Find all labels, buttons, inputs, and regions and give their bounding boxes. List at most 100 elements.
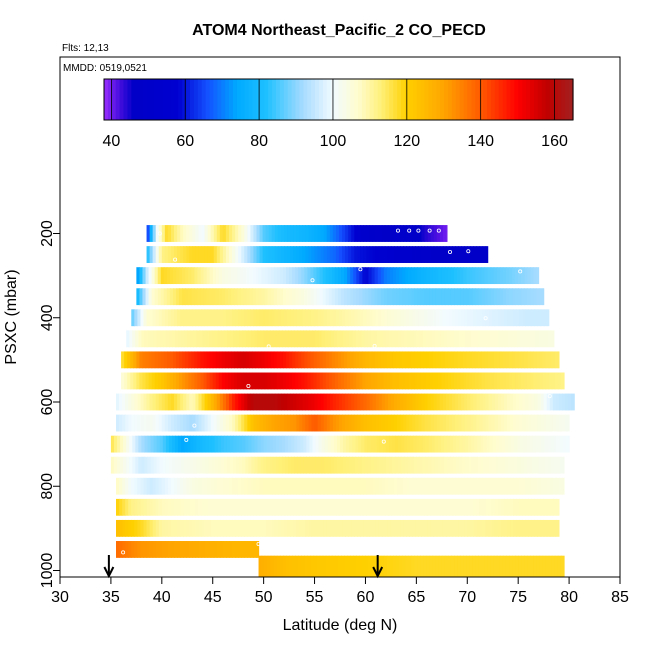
heat-cell	[207, 246, 212, 263]
heat-cell	[161, 519, 166, 537]
heat-cell	[487, 267, 492, 285]
colorbar-cell	[479, 79, 484, 120]
heat-cell	[276, 372, 281, 390]
heat-cell	[471, 330, 475, 348]
heat-cell	[319, 351, 324, 369]
colorbar-cell	[490, 79, 496, 120]
heat-cell	[513, 309, 517, 327]
heat-cell	[516, 414, 520, 432]
heat-cell	[442, 225, 447, 242]
heat-cell	[536, 372, 541, 390]
heat-cell	[298, 267, 302, 285]
heat-cell	[314, 393, 319, 411]
heat-cell	[144, 330, 149, 348]
heat-cell	[143, 393, 148, 411]
heat-cell	[478, 267, 483, 285]
heat-cell	[299, 498, 303, 516]
heat-cell	[424, 477, 429, 495]
heat-cell	[155, 414, 160, 432]
heat-cell	[470, 498, 474, 516]
heat-cell	[222, 498, 227, 516]
heat-cell	[307, 267, 312, 285]
heat-cell	[350, 351, 354, 369]
heat-cell	[219, 246, 224, 263]
heat-cell	[397, 393, 401, 411]
colorbar-cell	[154, 79, 160, 120]
heat-cell	[522, 498, 526, 516]
heat-cell	[522, 393, 526, 411]
heat-cell	[368, 288, 373, 306]
heat-cell	[403, 477, 407, 495]
heat-cell	[499, 267, 504, 285]
heat-cell	[467, 519, 471, 537]
heat-cell	[310, 555, 315, 577]
heat-cell	[125, 519, 129, 537]
heat-cell	[244, 414, 248, 432]
heat-cell	[270, 267, 275, 285]
heat-cell	[511, 330, 515, 348]
heat-cell	[461, 393, 465, 411]
heat-cell	[475, 351, 480, 369]
heat-cell	[244, 246, 248, 263]
heat-cell	[151, 288, 156, 306]
heat-cell	[353, 267, 357, 285]
heat-cell	[180, 519, 184, 537]
heat-cell	[515, 288, 519, 306]
heat-cell	[435, 555, 440, 577]
heat-cell	[540, 519, 545, 537]
heat-cell	[502, 372, 507, 390]
heat-cell	[387, 477, 392, 495]
heat-cell	[421, 519, 426, 537]
heat-cell	[302, 519, 306, 537]
heat-cell	[187, 435, 191, 453]
heat-cell	[329, 414, 334, 432]
heat-cell	[390, 309, 395, 327]
heat-cell	[201, 414, 206, 432]
heat-cell	[225, 519, 230, 537]
heat-cell	[201, 246, 206, 263]
heat-cell	[442, 414, 447, 432]
heat-cell	[256, 393, 261, 411]
heat-cell	[324, 456, 329, 474]
heat-cell	[458, 309, 462, 327]
heat-cell	[207, 477, 212, 495]
heat-cell	[438, 372, 443, 390]
heat-cell	[406, 309, 410, 327]
heat-cell	[406, 498, 410, 516]
heat-cell	[386, 288, 391, 306]
heat-cell	[261, 267, 266, 285]
colorbar-cell	[447, 79, 453, 120]
heat-cell	[193, 330, 198, 348]
heat-cell	[259, 393, 264, 411]
heat-cell	[449, 435, 454, 453]
heat-cell	[543, 498, 548, 516]
heat-cell	[492, 330, 497, 348]
heat-cell	[180, 541, 184, 558]
heat-cell	[174, 309, 178, 327]
heat-cell	[253, 519, 258, 537]
heat-cell	[453, 330, 457, 348]
heat-cell	[354, 246, 358, 263]
heat-cell	[326, 519, 331, 537]
heat-cell	[366, 519, 371, 537]
heat-cell	[219, 477, 224, 495]
heat-cell	[167, 414, 172, 432]
heat-cell	[543, 414, 548, 432]
heat-cell	[222, 541, 227, 558]
colorbar-cell	[459, 79, 465, 120]
heat-cell	[547, 330, 552, 348]
heat-cell	[161, 414, 166, 432]
heat-cell	[371, 351, 376, 369]
heat-cell	[132, 435, 136, 453]
heat-cell	[238, 414, 242, 432]
heat-cell	[378, 519, 383, 537]
heat-cell	[542, 288, 545, 306]
heat-cell	[498, 456, 503, 474]
heat-cell	[441, 372, 446, 390]
heat-cell	[226, 456, 231, 474]
heat-cell	[198, 414, 203, 432]
heat-cell	[291, 330, 295, 348]
heat-cell	[201, 393, 206, 411]
heat-cell	[157, 351, 162, 369]
heat-cell	[223, 435, 228, 453]
